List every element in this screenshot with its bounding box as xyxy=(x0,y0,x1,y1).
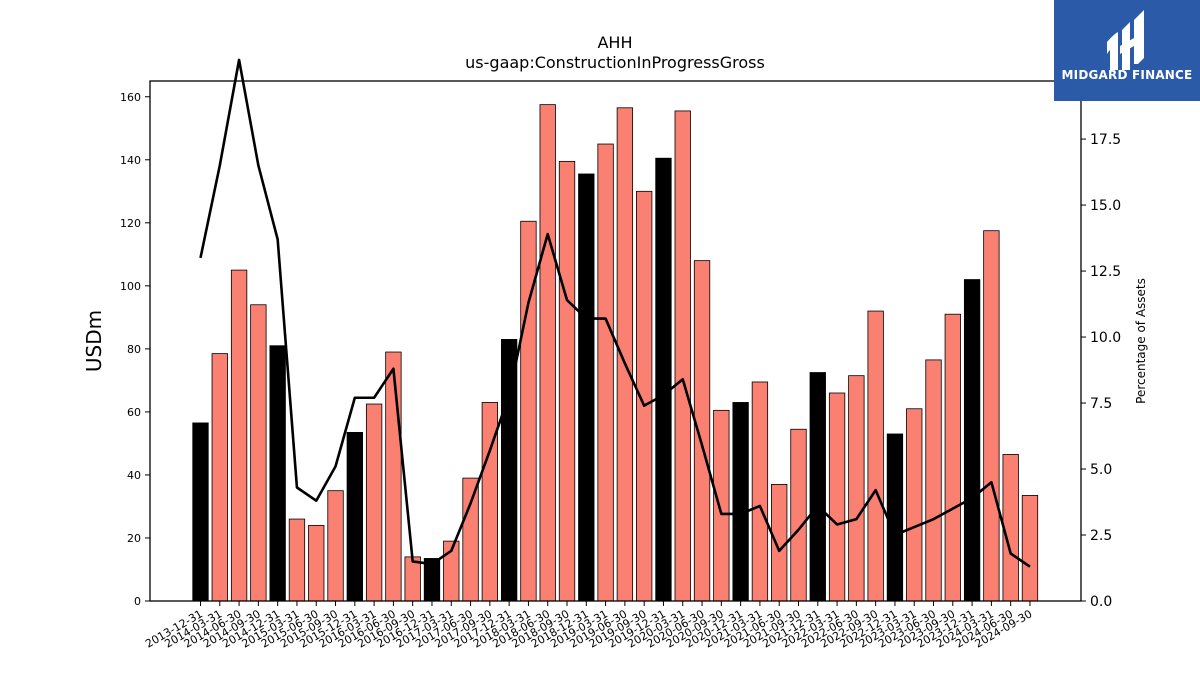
bar xyxy=(1002,454,1019,602)
bar xyxy=(250,304,267,602)
logo-text: MIDGARD FINANCE xyxy=(1061,68,1193,82)
bar xyxy=(308,524,325,602)
y-axis-right: 0.0 2.5 5.0 7.5 10.0 12.5 15.0 17.5 xyxy=(1081,132,1121,610)
plot-frame xyxy=(149,80,1082,602)
chart-subtitle: us-gaap:ConstructionInProgressGross xyxy=(465,53,765,72)
bar xyxy=(404,556,421,602)
bar xyxy=(211,353,228,602)
y2-tick-label: 17.5 xyxy=(1090,132,1121,148)
y-tick-label: 60 xyxy=(127,406,141,419)
bar xyxy=(944,313,961,602)
bar xyxy=(616,107,634,602)
bar xyxy=(867,310,884,602)
y-axis-label: USDm xyxy=(82,310,106,372)
bar xyxy=(732,402,749,602)
bar xyxy=(886,433,904,602)
bar xyxy=(828,392,846,602)
bars-group xyxy=(192,104,1039,602)
y2-tick-label: 0.0 xyxy=(1090,594,1112,610)
y2-tick-label: 15.0 xyxy=(1090,198,1121,214)
bar xyxy=(963,279,981,602)
bar xyxy=(925,359,942,602)
bar xyxy=(288,518,306,602)
bar xyxy=(269,345,286,602)
y2-tick-label: 2.5 xyxy=(1090,528,1112,544)
y-tick-label: 140 xyxy=(120,154,141,167)
bar xyxy=(597,143,614,602)
bar xyxy=(674,110,691,602)
bar xyxy=(809,372,826,602)
y-tick-label: 80 xyxy=(127,343,141,356)
y-tick-label: 100 xyxy=(120,280,141,293)
bar xyxy=(539,104,556,602)
line-group xyxy=(199,58,1031,568)
chart-title: AHH xyxy=(597,33,632,52)
y2-tick-label: 10.0 xyxy=(1090,330,1121,346)
bar xyxy=(983,230,1000,602)
bar xyxy=(655,157,672,602)
bar xyxy=(1021,495,1039,602)
y2-tick-label: 5.0 xyxy=(1090,462,1112,478)
bar xyxy=(462,477,479,602)
bar xyxy=(578,173,595,602)
bar xyxy=(906,408,923,602)
bar xyxy=(230,269,248,602)
y2-axis-label: Percentage of Assets xyxy=(1134,278,1148,404)
bar xyxy=(520,220,537,602)
bar xyxy=(751,381,769,602)
y2-tick-label: 12.5 xyxy=(1090,264,1121,280)
y-tick-label: 120 xyxy=(120,217,141,230)
bar xyxy=(771,483,788,602)
bar xyxy=(500,339,518,602)
y-tick-label: 160 xyxy=(120,91,141,104)
bar xyxy=(790,428,807,602)
y2-tick-label: 7.5 xyxy=(1090,396,1112,412)
bar xyxy=(327,490,344,602)
y-tick-label: 20 xyxy=(127,532,141,545)
y-tick-label: 0 xyxy=(134,595,141,608)
brand-logo: MIDGARD FINANCE xyxy=(1054,0,1200,101)
bar xyxy=(346,431,363,602)
bar xyxy=(848,375,865,602)
bar xyxy=(192,422,209,602)
y-axis-left: 0 20 40 60 80 100 120 140 160 xyxy=(120,91,150,608)
x-axis: 2013-12-312014-03-312014-06-302014-09-30… xyxy=(143,601,1034,651)
percentage-line xyxy=(199,58,1031,568)
bar xyxy=(558,160,576,602)
bar xyxy=(713,409,730,602)
logo-mark-icon xyxy=(1107,10,1144,70)
bar xyxy=(385,351,402,602)
bar xyxy=(365,403,383,602)
y-tick-label: 40 xyxy=(127,469,141,482)
